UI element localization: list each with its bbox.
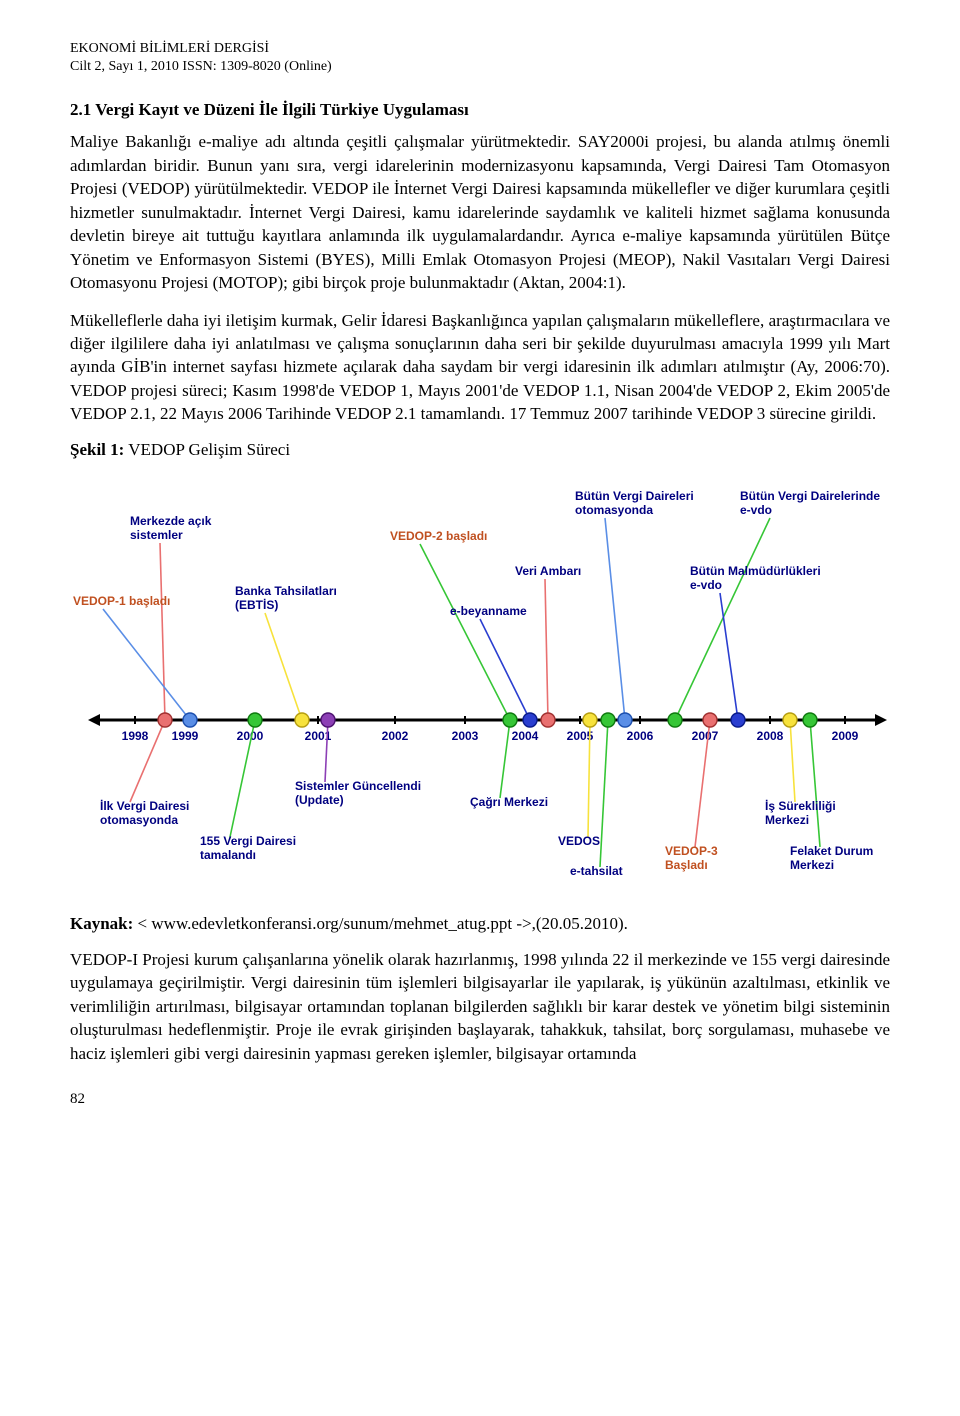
svg-text:İş Sürekliliği: İş Sürekliliği bbox=[765, 798, 836, 813]
svg-text:Bütün Vergi Dairelerinde: Bütün Vergi Dairelerinde bbox=[740, 489, 880, 503]
svg-text:VEDOP-2 başladı: VEDOP-2 başladı bbox=[390, 529, 487, 543]
svg-text:2007: 2007 bbox=[692, 729, 719, 743]
svg-text:2008: 2008 bbox=[757, 729, 784, 743]
svg-text:Bütün Vergi Daireleri: Bütün Vergi Daireleri bbox=[575, 489, 694, 503]
journal-title: EKONOMİ BİLİMLERİ DERGİSİ bbox=[70, 40, 890, 58]
paragraph-2: Mükelleflerle daha iyi iletişim kurmak, … bbox=[70, 309, 890, 426]
figure-caption-text: VEDOP Gelişim Süreci bbox=[124, 440, 290, 459]
svg-text:155 Vergi Dairesi: 155 Vergi Dairesi bbox=[200, 834, 296, 848]
paragraph-3: VEDOP-I Projesi kurum çalışanlarına yöne… bbox=[70, 948, 890, 1065]
svg-text:sistemler: sistemler bbox=[130, 528, 183, 542]
svg-text:otomasyonda: otomasyonda bbox=[575, 503, 653, 517]
svg-text:Sistemler Güncellendi: Sistemler Güncellendi bbox=[295, 779, 421, 793]
svg-text:Bütün Malmüdürlükleri: Bütün Malmüdürlükleri bbox=[690, 564, 821, 578]
svg-text:2009: 2009 bbox=[832, 729, 859, 743]
svg-text:Veri Ambarı: Veri Ambarı bbox=[515, 564, 581, 578]
svg-text:(Update): (Update) bbox=[295, 793, 344, 807]
svg-text:(EBTİS): (EBTİS) bbox=[235, 597, 278, 612]
svg-text:tamalandı: tamalandı bbox=[200, 848, 256, 862]
svg-text:Merkezi: Merkezi bbox=[790, 858, 834, 872]
journal-issue: Cilt 2, Sayı 1, 2010 ISSN: 1309-8020 (On… bbox=[70, 58, 890, 76]
svg-text:İlk Vergi Dairesi: İlk Vergi Dairesi bbox=[100, 798, 189, 813]
page-number: 82 bbox=[70, 1091, 890, 1108]
journal-header: EKONOMİ BİLİMLERİ DERGİSİ Cilt 2, Sayı 1… bbox=[70, 40, 890, 76]
svg-text:2004: 2004 bbox=[512, 729, 539, 743]
svg-text:e-vdo: e-vdo bbox=[690, 578, 722, 592]
paragraph-1: Maliye Bakanlığı e-maliye adı altında çe… bbox=[70, 130, 890, 294]
svg-text:Merkezde açık: Merkezde açık bbox=[130, 514, 212, 528]
svg-text:e-beyanname: e-beyanname bbox=[450, 604, 527, 618]
svg-text:2006: 2006 bbox=[627, 729, 654, 743]
timeline-figure: 1998199920002001200220032004200520062007… bbox=[70, 470, 890, 900]
svg-text:1999: 1999 bbox=[172, 729, 199, 743]
svg-text:1998: 1998 bbox=[122, 729, 149, 743]
figure-caption: Şekil 1: VEDOP Gelişim Süreci bbox=[70, 440, 890, 460]
svg-text:VEDOP-1 başladı: VEDOP-1 başladı bbox=[73, 594, 170, 608]
svg-text:2003: 2003 bbox=[452, 729, 479, 743]
svg-text:VEDOP-3: VEDOP-3 bbox=[665, 844, 718, 858]
source-label: Kaynak: bbox=[70, 914, 133, 933]
svg-text:e-vdo: e-vdo bbox=[740, 503, 772, 517]
svg-text:Başladı: Başladı bbox=[665, 858, 708, 872]
section-heading: 2.1 Vergi Kayıt ve Düzeni İle İlgili Tür… bbox=[70, 100, 890, 120]
figure-source: Kaynak: < www.edevletkonferansi.org/sunu… bbox=[70, 914, 890, 934]
svg-text:Felaket Durum: Felaket Durum bbox=[790, 844, 873, 858]
svg-text:VEDOS: VEDOS bbox=[558, 834, 600, 848]
svg-text:Banka Tahsilatları: Banka Tahsilatları bbox=[235, 584, 337, 598]
svg-text:e-tahsilat: e-tahsilat bbox=[570, 864, 623, 878]
svg-text:Merkezi: Merkezi bbox=[765, 813, 809, 827]
page: EKONOMİ BİLİMLERİ DERGİSİ Cilt 2, Sayı 1… bbox=[0, 0, 960, 1148]
timeline-svg: 1998199920002001200220032004200520062007… bbox=[70, 470, 890, 900]
figure-caption-label: Şekil 1: bbox=[70, 440, 124, 459]
source-text: < www.edevletkonferansi.org/sunum/mehmet… bbox=[133, 914, 628, 933]
svg-text:Çağrı Merkezi: Çağrı Merkezi bbox=[470, 795, 548, 809]
svg-text:otomasyonda: otomasyonda bbox=[100, 813, 178, 827]
svg-text:2002: 2002 bbox=[382, 729, 409, 743]
